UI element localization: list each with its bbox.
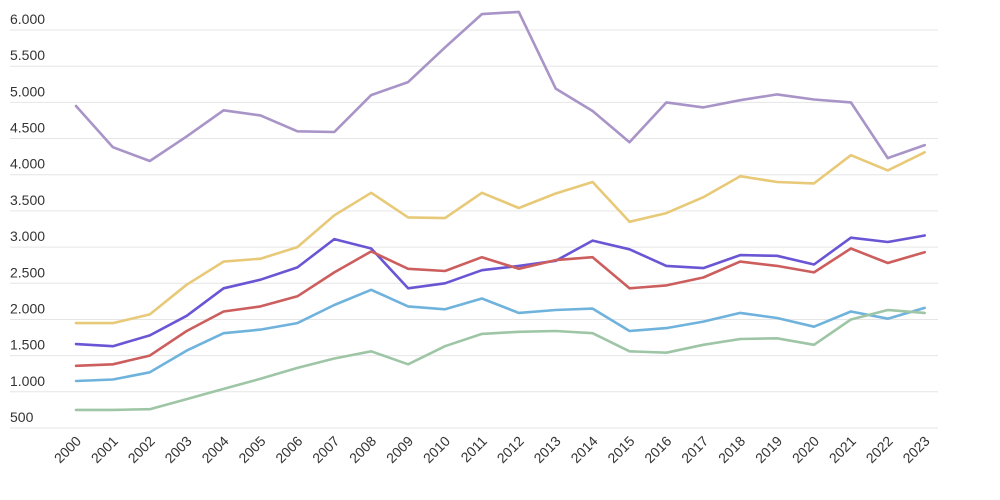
x-tick-label: 2018 xyxy=(715,433,748,466)
x-tick-label: 2009 xyxy=(383,433,416,466)
x-tick-label: 2006 xyxy=(272,433,305,466)
x-tick-label: 2003 xyxy=(161,433,194,466)
x-tick-label: 2001 xyxy=(88,433,121,466)
y-tick-label: 500 xyxy=(10,409,34,425)
y-tick-label: 4.500 xyxy=(10,120,45,136)
x-tick-label: 2002 xyxy=(125,433,158,466)
series-line-1 xyxy=(74,10,927,163)
x-tick-label: 2011 xyxy=(457,433,490,466)
x-tick-label: 2012 xyxy=(494,433,527,466)
series-line-3 xyxy=(74,234,927,348)
x-tick-label: 2016 xyxy=(641,433,674,466)
x-tick-label: 2017 xyxy=(678,433,711,466)
y-tick-label: 4.000 xyxy=(10,156,45,172)
y-tick-label: 5.500 xyxy=(10,47,45,63)
y-tick-label: 2.500 xyxy=(10,264,45,280)
series-layer xyxy=(74,10,927,412)
series-line-2 xyxy=(74,151,927,325)
x-tick-label: 2020 xyxy=(789,433,822,466)
y-tick-label: 3.500 xyxy=(10,192,45,208)
grid-layer xyxy=(10,29,938,429)
y-tick-label: 2.000 xyxy=(10,301,45,317)
x-tick-label: 2021 xyxy=(826,433,859,466)
y-tick-label: 1.500 xyxy=(10,337,45,353)
y-axis-ticks: 500 1.000 1.500 2.000 2.500 3.000 3.500 4.000 4.… xyxy=(10,11,45,425)
x-tick-label: 2022 xyxy=(863,433,896,466)
x-tick-label: 2015 xyxy=(604,433,637,466)
x-tick-label: 2005 xyxy=(235,433,268,466)
x-tick-label: 2004 xyxy=(198,433,231,466)
x-axis-ticks: 2000 2001 2002 2003 2004 2005 2006 2007 2008 2009… xyxy=(51,433,933,466)
x-tick-label: 2019 xyxy=(752,433,785,466)
x-tick-label: 2023 xyxy=(899,433,932,466)
y-tick-label: 5.000 xyxy=(10,83,45,99)
y-tick-label: 1.000 xyxy=(10,373,45,389)
x-tick-label: 2000 xyxy=(51,433,84,466)
x-tick-label: 2010 xyxy=(420,433,453,466)
series-line-6 xyxy=(74,308,927,412)
y-tick-label: 6.000 xyxy=(10,11,45,27)
x-tick-label: 2014 xyxy=(567,433,600,466)
series-line-4 xyxy=(74,247,927,368)
x-tick-label: 2013 xyxy=(530,433,563,466)
series-line-5 xyxy=(74,288,927,383)
y-tick-label: 3.000 xyxy=(10,228,45,244)
x-tick-label: 2007 xyxy=(309,433,342,466)
x-tick-label: 2008 xyxy=(346,433,379,466)
